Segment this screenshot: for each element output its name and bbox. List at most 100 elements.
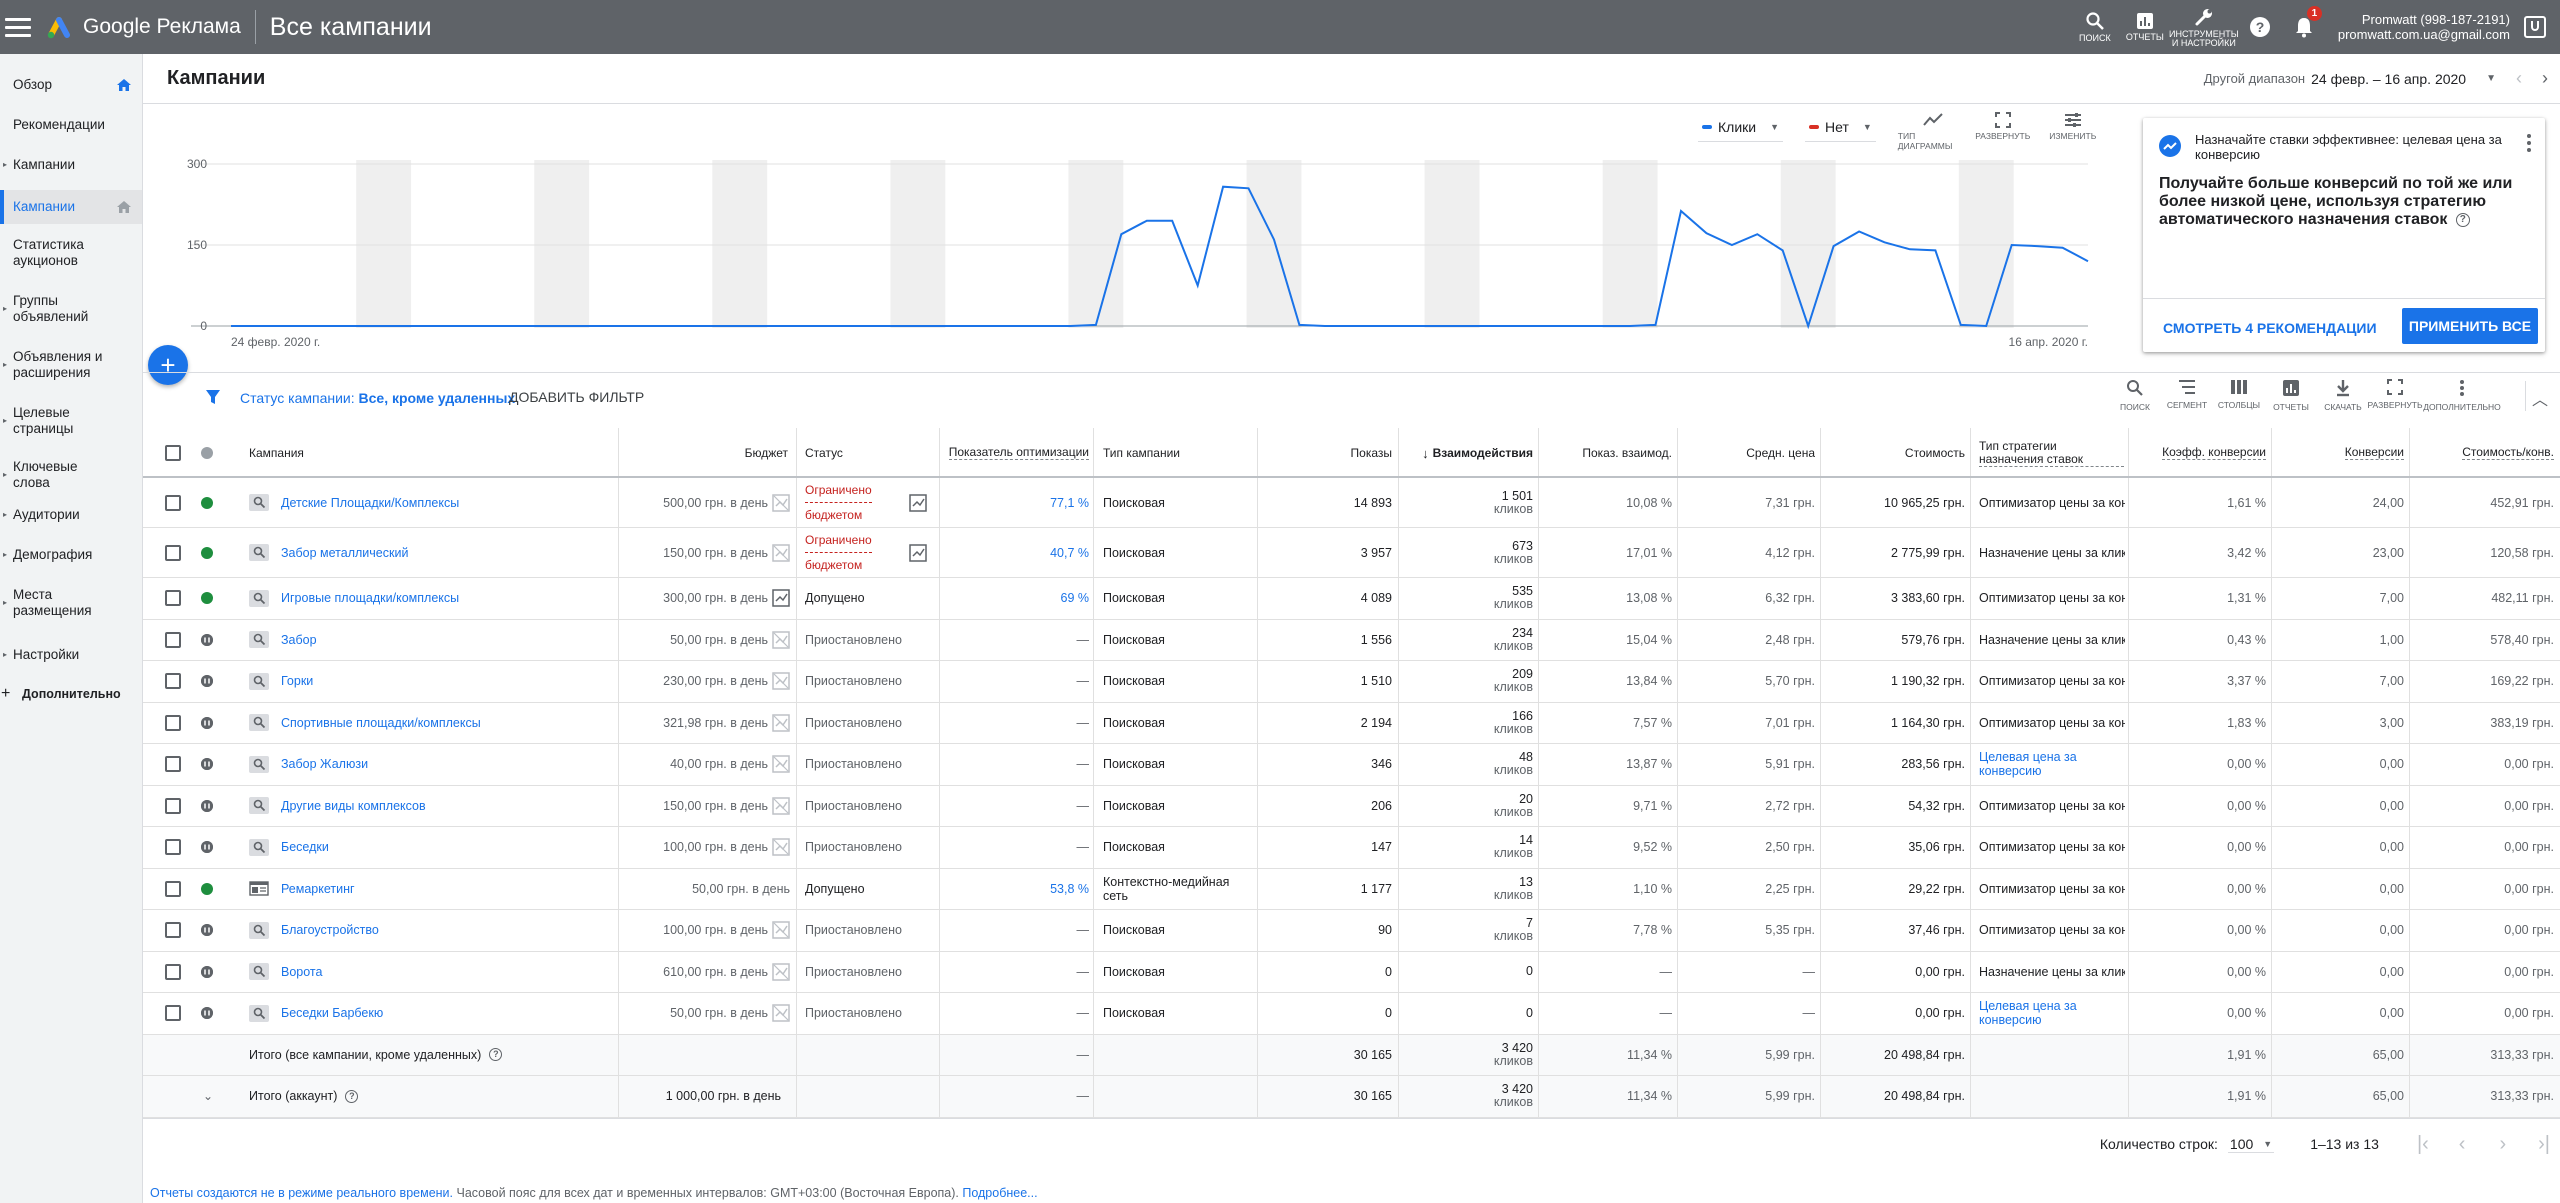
campaign-name-cell[interactable]: Забор xyxy=(281,620,611,661)
row-checkbox[interactable] xyxy=(165,590,181,607)
add-filter-button[interactable]: ДОБАВИТЬ ФИЛЬТР xyxy=(509,389,645,405)
status-dot-icon[interactable] xyxy=(201,633,213,646)
campaign-name-cell[interactable]: Игровые площадки/комплексы xyxy=(281,578,611,619)
download-button[interactable]: СКАЧАТЬ xyxy=(2317,379,2369,412)
status-dot-icon[interactable] xyxy=(201,546,213,559)
row-checkbox[interactable] xyxy=(165,797,181,814)
nav-item[interactable]: ▸ Ключевые слова xyxy=(0,459,142,490)
table-search-button[interactable]: ПОИСК xyxy=(2109,379,2161,412)
columns-button[interactable]: СТОЛБЦЫ xyxy=(2213,379,2265,412)
account-info[interactable]: Promwatt (998-187-2191) promwatt.com.ua@… xyxy=(2338,12,2510,42)
row-checkbox[interactable] xyxy=(165,880,181,897)
budget-chart-icon[interactable] xyxy=(772,963,790,981)
top-tools-button[interactable]: ИНСТРУМЕНТЫ И НАСТРОЙКИ xyxy=(2169,0,2239,54)
budget-chart-icon[interactable] xyxy=(772,1004,790,1022)
first-page-icon[interactable]: |‹ xyxy=(2416,1132,2429,1155)
budget-chart-icon[interactable] xyxy=(772,921,790,939)
top-search-button[interactable]: ПОИСК xyxy=(2070,0,2120,54)
column-header-strategy[interactable]: Тип стратегии назначения ставок xyxy=(1979,428,2124,478)
campaign-name-cell[interactable]: Ворота xyxy=(281,952,611,993)
nav-item[interactable]: ▸ Демография xyxy=(0,540,142,570)
nav-item[interactable]: Обзор xyxy=(0,70,142,100)
last-page-icon[interactable]: ›| xyxy=(2538,1132,2550,1155)
view-recommendations-button[interactable]: СМОТРЕТЬ 4 РЕКОМЕНДАЦИИ xyxy=(2163,320,2377,336)
expand-button[interactable]: РАЗВЕРНУТЬ xyxy=(2367,379,2423,412)
select-all-checkbox[interactable] xyxy=(165,445,181,461)
rows-select[interactable]: 100 ▼ xyxy=(2227,1136,2275,1153)
column-header-ir[interactable]: Показ. взаимод. xyxy=(1542,428,1672,478)
help-icon[interactable]: ? xyxy=(489,1048,503,1062)
column-header-conv[interactable]: Конверсии xyxy=(2275,428,2404,478)
column-header-optscore[interactable]: Показатель оптимизации xyxy=(943,428,1089,478)
budget-chart-icon[interactable] xyxy=(772,493,790,512)
row-checkbox[interactable] xyxy=(165,494,181,511)
row-checkbox[interactable] xyxy=(165,631,181,648)
status-column-icon[interactable] xyxy=(201,447,213,459)
home-icon[interactable] xyxy=(116,200,132,214)
chart-expand-button[interactable]: РАЗВЕРНУТЬ xyxy=(1968,112,2038,141)
column-header-budget[interactable]: Бюджет xyxy=(618,428,788,478)
top-reports-button[interactable]: ОТЧЕТЫ xyxy=(2120,0,2170,54)
chart-type-button[interactable]: ТИП ДИАГРАММЫ xyxy=(1898,112,1968,151)
campaign-name-cell[interactable]: Благоустройство xyxy=(281,910,611,951)
nav-item[interactable]: Статистика аукционов xyxy=(0,230,142,276)
campaign-name-cell[interactable]: Беседки xyxy=(281,827,611,868)
more-vert-icon[interactable] xyxy=(2527,134,2531,155)
apply-all-button[interactable]: ПРИМЕНИТЬ ВСЕ xyxy=(2402,308,2538,344)
row-checkbox[interactable] xyxy=(165,756,181,773)
budget-chart-icon[interactable] xyxy=(772,631,790,649)
status-chart-icon[interactable] xyxy=(909,543,927,562)
nav-item[interactable]: ▸ Кампании xyxy=(0,150,142,180)
menu-icon[interactable] xyxy=(5,17,31,37)
status-dot-icon[interactable] xyxy=(201,716,213,729)
column-header-interactions[interactable]: ↓ Взаимодействия xyxy=(1402,428,1533,478)
metric1-select[interactable]: Клики ▼ xyxy=(1698,112,1784,142)
budget-chart-icon[interactable] xyxy=(772,672,790,690)
campaign-name-cell[interactable]: Беседки Барбекю xyxy=(281,993,611,1034)
account-switch-icon[interactable] xyxy=(2524,16,2546,38)
nav-item[interactable]: ▸ Объявления и расширения xyxy=(0,342,142,388)
google-ads-logo[interactable] xyxy=(47,15,77,39)
column-header-cost[interactable]: Стоимость xyxy=(1824,428,1965,478)
reports-button[interactable]: ОТЧЕТЫ xyxy=(2265,379,2317,412)
filter-icon[interactable] xyxy=(205,389,221,405)
dropdown-arrow-icon[interactable]: ▼ xyxy=(2486,73,2496,84)
budget-chart-icon[interactable] xyxy=(772,838,790,856)
help-button[interactable]: ? xyxy=(2238,0,2282,54)
row-checkbox[interactable] xyxy=(165,963,181,980)
row-checkbox[interactable] xyxy=(165,544,181,561)
date-range-picker[interactable]: Другой диапазон 24 февр. – 16 апр. 2020 … xyxy=(2204,68,2548,89)
status-dot-icon[interactable] xyxy=(201,882,213,895)
nav-item[interactable]: ▸ Места размещения xyxy=(0,580,142,626)
column-header-campaign[interactable]: Кампания xyxy=(249,428,549,478)
more-button[interactable]: ДОПОЛНИТЕЛЬНО xyxy=(2421,379,2503,412)
chevron-down-icon[interactable]: ⌄ xyxy=(203,1089,214,1104)
collapse-icon[interactable]: ︿ xyxy=(2531,392,2548,409)
row-checkbox[interactable] xyxy=(165,922,181,939)
status-dot-icon[interactable] xyxy=(201,965,213,978)
campaign-name-cell[interactable]: Спортивные площадки/комплексы xyxy=(281,703,611,744)
nav-item[interactable]: ▸ Настройки xyxy=(0,640,142,670)
metric2-select[interactable]: Нет ▼ xyxy=(1805,112,1876,142)
segment-button[interactable]: СЕГМЕНТ xyxy=(2161,379,2213,412)
status-dot-icon[interactable] xyxy=(201,924,213,937)
campaign-name-cell[interactable]: Забор металлический xyxy=(281,528,611,577)
nav-item[interactable]: Рекомендации xyxy=(0,110,142,140)
budget-chart-icon[interactable] xyxy=(772,797,790,815)
campaign-name-cell[interactable]: Детские Площадки/Комплексы xyxy=(281,478,611,527)
status-dot-icon[interactable] xyxy=(201,841,213,854)
chart-edit-button[interactable]: ИЗМЕНИТЬ xyxy=(2038,112,2108,141)
campaign-name-cell[interactable]: Горки xyxy=(281,661,611,702)
budget-chart-icon[interactable] xyxy=(772,755,790,773)
row-checkbox[interactable] xyxy=(165,673,181,690)
row-checkbox[interactable] xyxy=(165,1005,181,1022)
nav-item[interactable]: ▸ Целевые страницы xyxy=(0,398,142,444)
status-dot-icon[interactable] xyxy=(201,675,213,688)
next-page-icon[interactable]: › xyxy=(2499,1132,2507,1155)
budget-chart-icon[interactable] xyxy=(772,543,790,562)
status-dot-icon[interactable] xyxy=(201,1007,213,1020)
expand-cell[interactable]: ⌄ xyxy=(203,1076,223,1117)
status-chart-icon[interactable] xyxy=(909,493,927,512)
column-header-type[interactable]: Тип кампании xyxy=(1103,428,1253,478)
status-dot-icon[interactable] xyxy=(201,758,213,771)
